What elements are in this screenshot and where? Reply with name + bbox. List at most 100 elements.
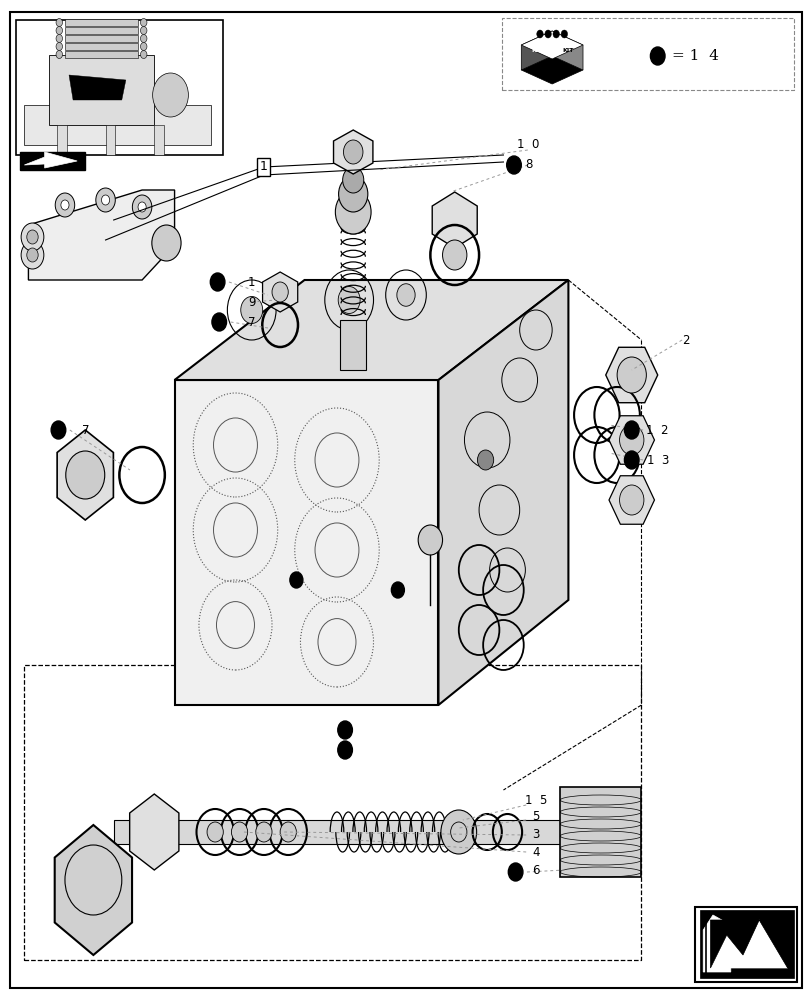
Text: 1  3: 1 3 — [646, 454, 668, 466]
Circle shape — [21, 223, 44, 251]
Polygon shape — [24, 152, 77, 168]
Text: 1: 1 — [260, 160, 268, 174]
Text: 1  5: 1 5 — [524, 794, 547, 806]
Polygon shape — [551, 31, 582, 70]
Circle shape — [152, 73, 188, 117]
Circle shape — [560, 30, 567, 38]
Circle shape — [27, 230, 38, 244]
Circle shape — [619, 485, 643, 515]
Circle shape — [56, 35, 62, 43]
Circle shape — [140, 27, 147, 35]
Text: KIT: KIT — [530, 48, 542, 53]
Text: 1  0: 1 0 — [516, 138, 539, 151]
Bar — [16, 20, 223, 155]
Circle shape — [101, 195, 109, 205]
Circle shape — [337, 721, 352, 739]
Text: 4: 4 — [531, 846, 539, 858]
Circle shape — [536, 30, 543, 38]
Circle shape — [240, 296, 262, 324]
Circle shape — [56, 27, 62, 35]
Circle shape — [397, 284, 414, 306]
Circle shape — [508, 863, 522, 881]
Polygon shape — [699, 910, 793, 978]
Circle shape — [231, 822, 247, 842]
Text: 3: 3 — [531, 828, 539, 842]
Polygon shape — [65, 35, 138, 42]
Circle shape — [56, 43, 62, 51]
Circle shape — [56, 51, 62, 59]
Bar — [694, 907, 796, 982]
Circle shape — [280, 822, 296, 842]
Circle shape — [552, 30, 559, 38]
Text: 2: 2 — [681, 334, 689, 347]
Text: 1  2: 1 2 — [646, 424, 668, 436]
Circle shape — [27, 248, 38, 262]
Polygon shape — [130, 794, 178, 870]
Circle shape — [210, 273, 225, 291]
Polygon shape — [154, 125, 164, 155]
Circle shape — [152, 225, 181, 261]
Circle shape — [343, 140, 363, 164]
Circle shape — [140, 51, 147, 59]
Polygon shape — [438, 280, 568, 705]
Circle shape — [55, 193, 75, 217]
Polygon shape — [65, 51, 138, 58]
Circle shape — [51, 421, 66, 439]
Polygon shape — [69, 75, 126, 100]
Polygon shape — [54, 825, 132, 955]
Circle shape — [337, 286, 359, 314]
Polygon shape — [702, 915, 730, 972]
Circle shape — [650, 47, 664, 65]
Polygon shape — [24, 105, 211, 145]
Text: = 1  4: = 1 4 — [672, 49, 719, 63]
Circle shape — [619, 425, 643, 455]
Circle shape — [477, 450, 493, 470]
Polygon shape — [65, 27, 138, 34]
Circle shape — [624, 451, 638, 469]
Circle shape — [290, 572, 303, 588]
Circle shape — [335, 190, 371, 234]
Circle shape — [212, 313, 226, 331]
Polygon shape — [521, 56, 582, 84]
Polygon shape — [710, 920, 787, 968]
Circle shape — [442, 240, 466, 270]
Polygon shape — [174, 280, 568, 380]
Polygon shape — [608, 416, 654, 464]
Circle shape — [66, 451, 105, 499]
Circle shape — [132, 195, 152, 219]
Bar — [114, 820, 600, 844]
Text: 1: 1 — [247, 275, 255, 288]
Polygon shape — [333, 130, 372, 174]
Circle shape — [140, 35, 147, 43]
Polygon shape — [28, 190, 174, 280]
Circle shape — [440, 810, 476, 854]
Polygon shape — [521, 31, 551, 70]
Polygon shape — [521, 31, 582, 59]
Circle shape — [272, 282, 288, 302]
Circle shape — [140, 43, 147, 51]
Text: 9: 9 — [247, 296, 255, 308]
Polygon shape — [65, 19, 138, 26]
Polygon shape — [57, 125, 67, 155]
Bar — [560, 787, 641, 877]
Circle shape — [61, 200, 69, 210]
Polygon shape — [608, 476, 654, 524]
Circle shape — [616, 357, 646, 393]
Text: 7: 7 — [247, 316, 255, 328]
Polygon shape — [105, 125, 115, 155]
Polygon shape — [174, 380, 438, 705]
Circle shape — [207, 822, 223, 842]
Polygon shape — [605, 347, 657, 403]
Text: 6: 6 — [531, 863, 539, 876]
Polygon shape — [262, 272, 298, 312]
Circle shape — [96, 188, 115, 212]
Circle shape — [342, 167, 363, 193]
Circle shape — [56, 19, 62, 27]
Circle shape — [391, 582, 404, 598]
Text: 8: 8 — [525, 158, 533, 172]
Polygon shape — [65, 43, 138, 50]
Circle shape — [337, 741, 352, 759]
Circle shape — [255, 822, 272, 842]
Polygon shape — [710, 920, 787, 968]
Bar — [20, 152, 85, 170]
